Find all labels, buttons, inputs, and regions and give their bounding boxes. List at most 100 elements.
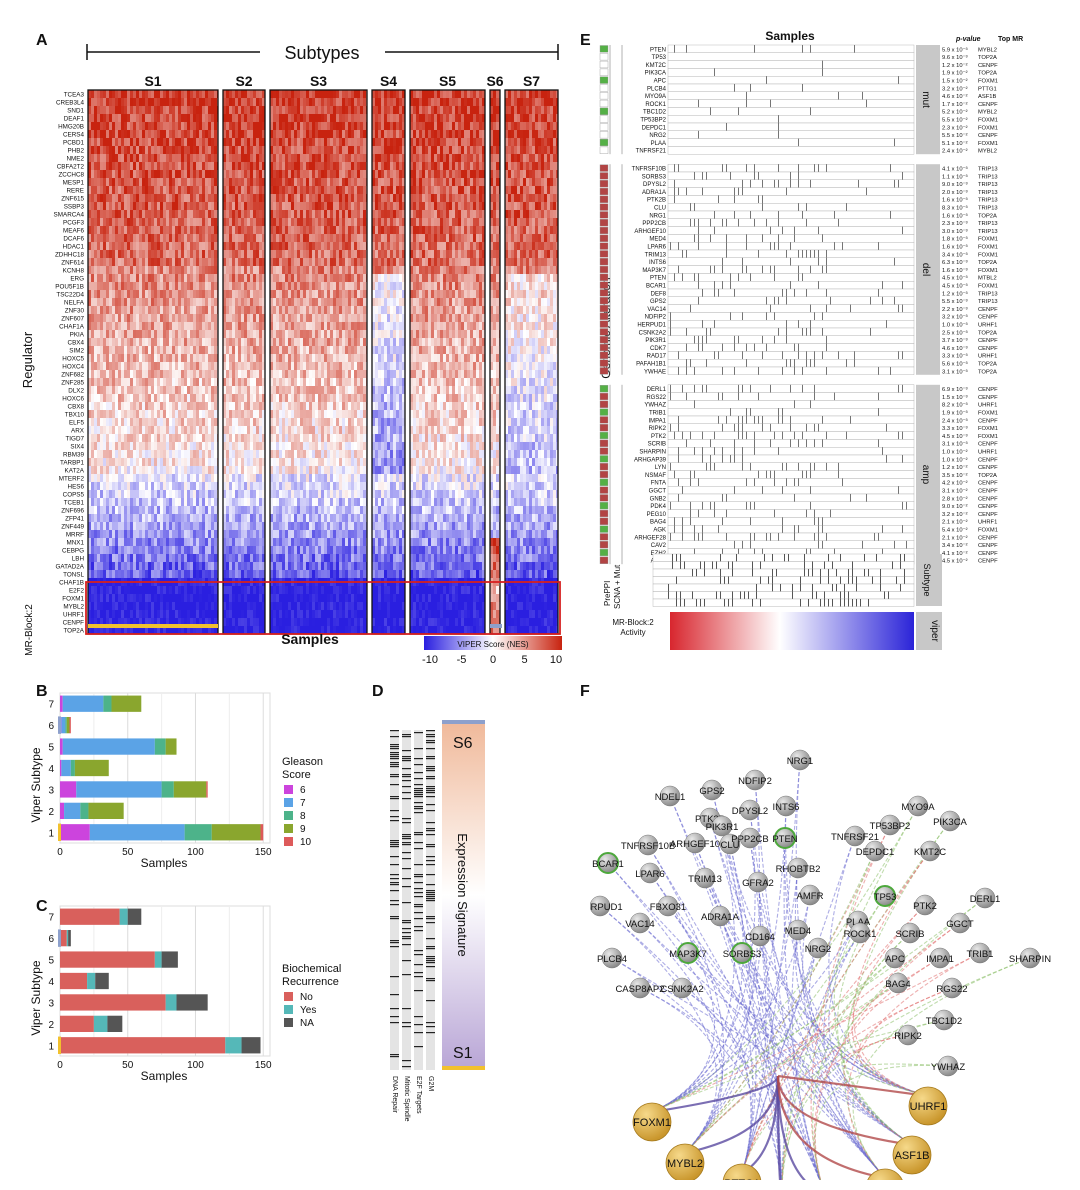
regulator-label: NELFA (64, 299, 85, 306)
bar-segment (107, 1015, 123, 1032)
subtype-label-2: S2 (235, 73, 252, 89)
network-node-label: ADRA1A (701, 912, 740, 923)
bar-segment (176, 994, 208, 1011)
e-topmr: FOXM1 (978, 268, 998, 274)
regulator-label: TOP2A (63, 627, 84, 634)
y-tick-label: 1 (48, 828, 54, 839)
x-tick-label: 0 (57, 847, 63, 858)
d-top-label: S6 (453, 735, 473, 752)
e-pvalue: 2.4 x 10⁻² (942, 149, 968, 155)
y-tick-label: 7 (48, 913, 54, 924)
network-node-label: TNFRSF10B (621, 841, 675, 852)
e-pvalue: 4.5 x 10⁻² (942, 559, 968, 565)
network-node-label: NDEL1 (655, 792, 686, 803)
e-gene-label: BAG4 (650, 520, 667, 526)
legend-swatch (284, 992, 293, 1001)
e-gene-label: AGK (653, 528, 666, 534)
e-gene-label: PTK2B (647, 198, 666, 204)
network-node-label: ROCK1 (844, 929, 877, 940)
e-topmr: TOP2A (978, 330, 997, 336)
e-alteration-flag (599, 289, 609, 297)
e-topmr: ASF1B (978, 94, 996, 100)
master-regulator-label: UHRF1 (910, 1101, 947, 1113)
e-gene-label: MAP3K7 (642, 268, 666, 274)
e-alteration-flag (599, 541, 609, 549)
e-gene-label: FNTA (651, 481, 666, 487)
s6-highlight-bar (490, 624, 502, 628)
master-regulator-label: ASF1B (895, 1150, 930, 1162)
bar-segment (66, 717, 70, 734)
network-node-label: GPS2 (699, 786, 724, 797)
e-alteration-flag (599, 328, 609, 336)
e-pvalue: 1.8 x 10⁻³ (942, 237, 968, 243)
e-pvalue: 4.5 x 10⁻³ (942, 434, 968, 440)
e-topmr: MYBL2 (978, 47, 997, 53)
e-pvalue: 1.2 x 10⁻² (942, 63, 968, 69)
master-regulator-trip13: TRIP13 (867, 1168, 903, 1180)
e-group-mut: PTEN 5.9 x 10⁻³ MYBL2 TP53 9.6 x 10⁻³ TOP2A KM… (599, 44, 998, 155)
bar-segment (161, 951, 178, 968)
regulator-label: FOXM1 (62, 595, 84, 602)
regulator-label: COPS5 (63, 491, 85, 498)
network-node-pten: PTEN (772, 827, 798, 849)
network-node-label: TP53BP2 (870, 821, 911, 832)
e-pvalue: 5.6 x 10⁻³ (942, 362, 968, 368)
e-gene-label: NSMAF (645, 473, 666, 479)
e-gene-label: CLU (654, 206, 666, 212)
e-pvalue: 4.6 x 10⁻³ (942, 346, 968, 352)
network-node-label: PTEN (772, 834, 797, 845)
y-tick-label: 4 (48, 977, 54, 988)
master-regulator-pttg1: PTTG1 (722, 1163, 762, 1180)
e-pvalue: 9.0 x 10⁻³ (942, 182, 968, 188)
d-column-label: E2F Targets (415, 1076, 422, 1114)
master-regulator-asf1b: ASF1B (892, 1135, 932, 1175)
e-alteration-flag (599, 502, 609, 510)
bar-segment (61, 717, 66, 734)
regulator-label: PCGF3 (63, 219, 84, 226)
e-gene-label: KMT2C (646, 63, 667, 69)
regulator-label: NME2 (67, 155, 85, 162)
e-gene-label: TRIB1 (649, 411, 667, 417)
panel-c-recurrence-chart: Viper Subtype Samples 0 50 100 150 7 6 5 4 3 2 1 B… (30, 905, 341, 1083)
e-viper-tab (916, 612, 942, 650)
e-alteration-flag (599, 486, 609, 494)
e-gene-label: ARHGEF10 (634, 229, 666, 235)
e-activity-gradient (670, 612, 914, 650)
e-pvalue: 2.3 x 10⁻² (942, 125, 968, 131)
colorbar-tick: -10 (422, 654, 438, 666)
e-gene-label: PIK3CA (645, 71, 666, 77)
network-node-label: MED4 (785, 926, 811, 937)
regulator-label: ZFP41 (65, 515, 84, 522)
network-node-label: TP53 (874, 892, 897, 903)
e-pvalue: 3.2 x 10⁻² (942, 512, 968, 518)
regulator-label: POU5F1B (55, 283, 84, 290)
regulator-label: MRRF (66, 531, 84, 538)
e-viper-label: viper (929, 620, 940, 642)
network-node-ndel1: NDEL1 (655, 785, 686, 807)
bar-segment (60, 908, 120, 925)
network-node-label: PIK3R1 (706, 822, 739, 833)
e-topmr: CENPF (978, 387, 998, 393)
regulator-label: SSBP3 (64, 203, 85, 210)
e-pvalue: 2.2 x 10⁻³ (942, 307, 968, 313)
regulator-label: CREB3L4 (56, 99, 84, 106)
legend-label: No (300, 992, 313, 1003)
e-alteration-flag (599, 392, 609, 401)
network-node-sharpin: SHARPIN (1009, 947, 1051, 969)
regulator-label: TONSL (63, 571, 84, 578)
e-topmr: CENPF (978, 543, 998, 549)
e-topmr: FOXM1 (978, 125, 998, 131)
regulator-label: PKIA (70, 331, 85, 338)
e-topmr: UHRF1 (978, 403, 997, 409)
e-pvalue: 1.7 x 10⁻² (942, 102, 968, 108)
network-node-label: ARHGEF10 (670, 839, 720, 850)
mr-block-label: MR-Block:2 (24, 604, 35, 656)
regulator-label: E2F2 (69, 587, 85, 594)
regulator-label: KCNH8 (63, 267, 85, 274)
bar-segment (80, 802, 89, 819)
master-regulator-label: FOXM1 (633, 1117, 671, 1129)
e-gene-label: GNB2 (650, 496, 667, 502)
e-pvalue: 8.2 x 10⁻³ (942, 403, 968, 409)
d-column-label: G2M (427, 1076, 434, 1091)
subtype-text: S5 (439, 73, 456, 89)
